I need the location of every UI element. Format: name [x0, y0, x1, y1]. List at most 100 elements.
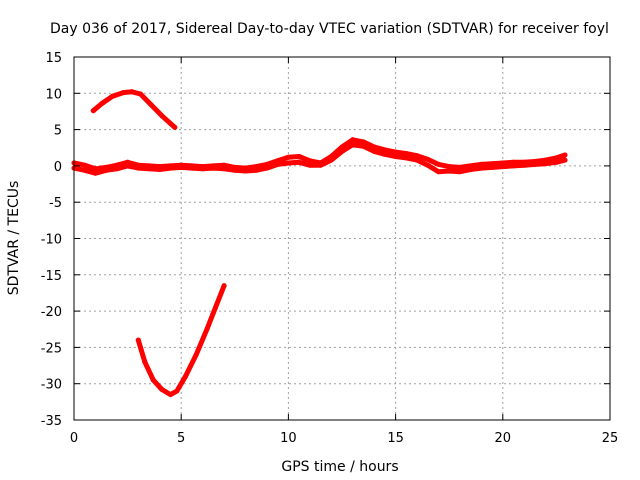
series-band-1-point: [553, 155, 559, 161]
x-tick-label: 10: [280, 431, 297, 446]
series-band-2-point: [382, 151, 388, 157]
series-band-2-point: [210, 165, 216, 171]
series-band-2-point: [125, 163, 131, 169]
series-band-2-point: [114, 166, 120, 172]
series-band-2-point: [92, 170, 98, 176]
series-upper-arc-point: [148, 102, 154, 108]
series-lower-arc-point: [221, 283, 227, 289]
y-tick-label: -35: [41, 414, 62, 429]
series-band-2-point: [478, 165, 484, 171]
series-band-2-point: [103, 167, 109, 173]
series-lower-arc-point: [159, 387, 165, 392]
series-lower-arc-point: [142, 359, 148, 365]
series-band-2-point: [221, 166, 227, 172]
series-band-2-point: [168, 165, 173, 171]
y-tick-label: -10: [41, 233, 62, 248]
series-band-2-point: [82, 167, 88, 173]
series-band-2-point: [307, 162, 313, 168]
x-axis-label: GPS time / hours: [281, 459, 398, 475]
series-lower-arc-point: [193, 352, 199, 358]
series-band-2-point: [318, 162, 324, 168]
series-band-2-point: [403, 155, 409, 161]
series-band-2-point: [436, 169, 441, 175]
series-band-2-point: [532, 161, 538, 167]
series-band-2-point: [350, 142, 356, 148]
y-tick-label: -30: [41, 378, 62, 393]
series-band-2-point: [253, 167, 259, 173]
x-tick-label: 0: [70, 431, 78, 446]
series-band-2-point: [275, 161, 281, 167]
series-band-2-point: [360, 143, 366, 149]
series-band-2-point: [393, 154, 399, 159]
series-upper-arc-point: [172, 124, 178, 130]
series-band-1-point: [82, 162, 88, 168]
series-upper-arc-point: [120, 90, 126, 96]
series-lower-arc-point: [174, 388, 180, 394]
series-band-2-point: [243, 168, 248, 174]
y-tick-label: -5: [49, 196, 62, 211]
series-band-2-point: [178, 164, 184, 170]
x-tick-label: 25: [602, 431, 619, 446]
axis-ticks: 0 5 10 15 20 25 15 10 5 0 -5 -10 -15 -20 -25 -30 -35: [41, 51, 619, 446]
series-band-2-point: [500, 164, 506, 170]
series-band-1-point: [436, 161, 441, 167]
series-band-2-point: [339, 148, 345, 154]
series-band-2-point: [135, 165, 141, 171]
series-band-2-point: [296, 159, 302, 165]
chart-title: Day 036 of 2017, Sidereal Day-to-day VTE…: [50, 21, 609, 37]
series-band-2-point: [371, 148, 377, 154]
series-band-2-point: [146, 166, 152, 172]
series-band-1-point: [125, 159, 131, 165]
series-band-1-point: [92, 166, 98, 172]
series-band-2-point: [562, 157, 568, 163]
x-tick-label: 20: [495, 431, 512, 446]
x-tick-label: 5: [177, 431, 185, 446]
series-upper-arc-point: [110, 93, 116, 99]
series-lower-arc-point: [213, 305, 218, 310]
series-band-1-point: [425, 156, 431, 162]
series-band-1-point: [360, 139, 366, 145]
x-tick-label: 15: [387, 431, 404, 446]
series-band-1-point: [393, 149, 399, 155]
series-band-1-point: [446, 164, 452, 170]
series-band-2-point: [521, 162, 527, 168]
series-lower-arc-point: [150, 377, 156, 383]
y-tick-label: -25: [41, 341, 62, 356]
series-band-2-point: [543, 161, 549, 167]
series-band-2-point: [489, 164, 495, 170]
y-axis-label: SDTVAR / TECUs: [6, 181, 22, 296]
series-band-2-point: [457, 169, 463, 175]
series-band-1-point: [403, 151, 409, 157]
series-band-1-point: [296, 154, 302, 159]
series-band-1-point: [307, 158, 313, 164]
series-band-2-point: [328, 157, 334, 163]
series-band-2-point: [189, 165, 195, 171]
series-upper-arc-point: [99, 101, 105, 106]
series-band-1-point: [382, 147, 388, 153]
series-band-1-point: [350, 137, 356, 143]
y-tick-label: 0: [54, 160, 62, 175]
series-lower-arc-point: [135, 337, 141, 343]
series-lower-arc-point: [183, 373, 188, 379]
series-band-2-point: [553, 159, 559, 165]
y-tick-label: 15: [45, 51, 62, 66]
series-upper-arc-point: [129, 89, 135, 95]
series-band-2-point: [264, 165, 270, 171]
series-band-1-point: [457, 164, 463, 170]
series-band-1-point: [285, 154, 291, 160]
series-upper-arc-point: [138, 91, 143, 97]
series-lower-arc-point: [204, 326, 210, 332]
series-band-2-point: [157, 167, 163, 172]
series-band-2-point: [200, 166, 206, 172]
series-upper-arc-line: [90, 89, 178, 130]
series-band-2-point: [511, 163, 516, 169]
series-band-2-point: [446, 168, 452, 174]
y-tick-label: 10: [45, 87, 62, 102]
series-upper-arc-point: [90, 108, 96, 114]
series-band-2-point: [425, 162, 431, 168]
data-series-layer: [71, 89, 568, 398]
series-upper-arc-point: [159, 113, 165, 119]
y-tick-label: 5: [54, 124, 62, 139]
y-tick-label: -15: [41, 269, 62, 284]
